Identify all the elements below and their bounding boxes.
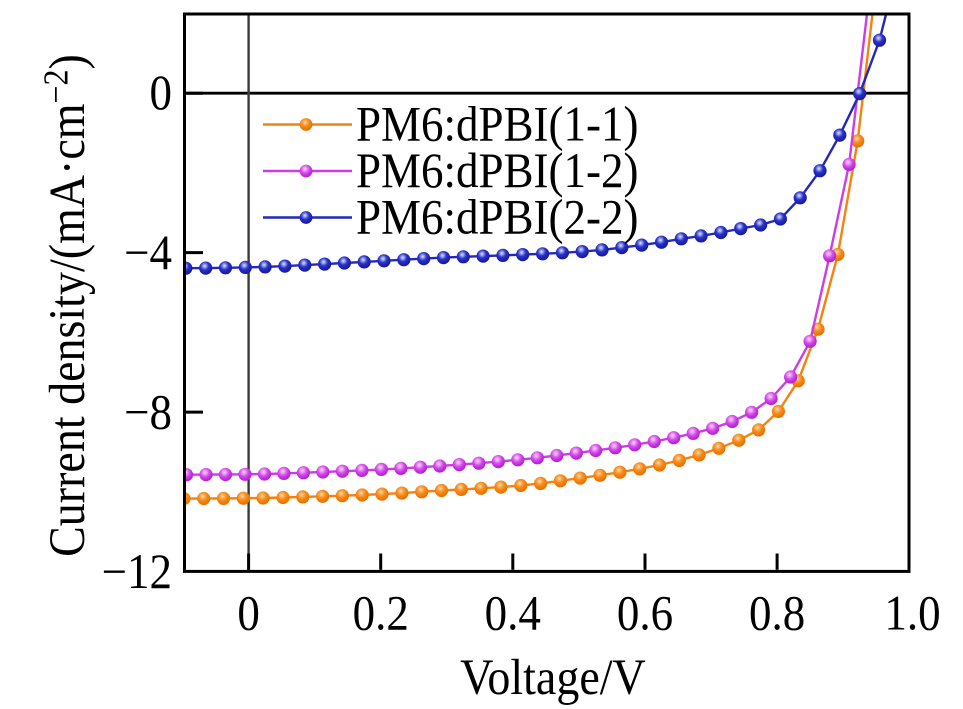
svg-text:−12: −12 [102,545,172,599]
svg-text:0: 0 [149,66,172,120]
svg-text:PM6:dPBI(1-1): PM6:dPBI(1-1) [356,98,638,152]
svg-text:0.2: 0.2 [353,587,409,641]
svg-text:Current density/(mA·cm−2): Current density/(mA·cm−2) [37,54,95,557]
svg-text:PM6:dPBI(1-2): PM6:dPBI(1-2) [356,144,638,198]
svg-text:PM6:dPBI(2-2): PM6:dPBI(2-2) [356,191,638,245]
svg-text:0.8: 0.8 [749,587,805,641]
svg-text:−8: −8 [124,386,172,440]
svg-text:−4: −4 [124,226,172,280]
svg-text:0.6: 0.6 [617,587,673,641]
svg-text:1.0: 1.0 [884,587,940,641]
svg-text:Voltage/V: Voltage/V [460,650,646,705]
svg-text:0: 0 [237,587,260,641]
svg-text:0.4: 0.4 [485,587,541,641]
